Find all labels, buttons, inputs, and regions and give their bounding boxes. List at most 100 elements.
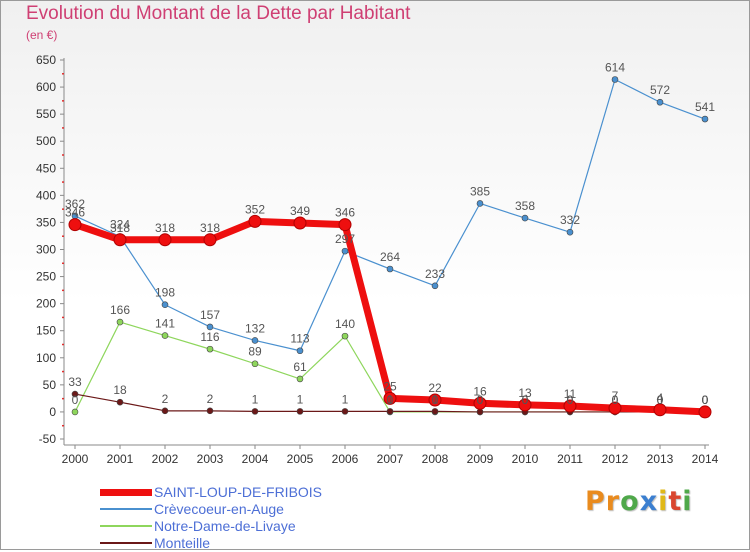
data-label: 0	[72, 393, 79, 407]
data-label: 0	[567, 393, 574, 407]
data-label: 572	[650, 83, 670, 97]
data-point	[161, 332, 169, 339]
proxiti-logo: Proxiti	[585, 486, 693, 517]
y-tick-label: 400	[36, 188, 56, 202]
data-point	[476, 200, 484, 207]
y-tick-label: 150	[36, 324, 56, 338]
data-label: 541	[695, 100, 715, 114]
data-label: 22	[428, 381, 442, 395]
legend-label: Crèvecoeur-en-Auge	[154, 501, 284, 517]
data-label: 0	[702, 393, 709, 407]
data-label: 0	[522, 393, 529, 407]
logo-letter: x	[639, 486, 659, 517]
y-tick-label: 450	[36, 161, 56, 175]
y-tick-label: 50	[43, 378, 57, 392]
data-label: 1	[252, 392, 259, 406]
y-tick-label: 600	[36, 80, 56, 94]
data-label: 332	[560, 213, 580, 227]
data-point	[653, 403, 667, 417]
data-label: 25	[383, 379, 397, 393]
y-minor-tick	[62, 316, 64, 319]
data-point	[521, 214, 529, 222]
data-point	[68, 218, 82, 232]
data-point	[161, 301, 169, 309]
data-point	[338, 218, 352, 232]
x-tick-label: 2007	[377, 452, 404, 466]
x-tick-label: 2005	[287, 452, 314, 466]
data-point	[341, 247, 349, 255]
data-point	[161, 407, 169, 415]
data-label: 4	[657, 391, 664, 405]
logo-letter: i	[658, 486, 669, 517]
y-tick-label: 500	[36, 134, 56, 148]
data-label: 116	[200, 330, 219, 344]
data-label: 0	[612, 393, 619, 407]
data-label: 198	[155, 286, 175, 300]
logo-letter: r	[605, 486, 621, 517]
data-label: 113	[290, 332, 309, 346]
x-tick-label: 2013	[647, 452, 674, 466]
y-tick-label: 650	[36, 53, 56, 67]
data-label: 0	[702, 393, 709, 407]
data-point	[206, 345, 214, 353]
x-tick-label: 2001	[107, 452, 134, 466]
data-point	[293, 216, 307, 230]
data-label: 1	[342, 392, 349, 406]
x-tick-label: 2012	[602, 452, 629, 466]
legend-swatch	[100, 525, 152, 527]
data-point	[71, 408, 79, 416]
data-label: 18	[113, 383, 127, 397]
legend-label: Notre-Dame-de-Livaye	[154, 518, 296, 534]
data-label: 2	[207, 392, 214, 406]
data-label: 0	[657, 393, 664, 407]
y-tick-label: 350	[36, 215, 56, 229]
chart-title: Evolution du Montant de la Dette par Hab…	[26, 3, 411, 24]
y-minor-tick	[62, 343, 64, 346]
data-point	[206, 407, 214, 415]
y-minor-tick	[62, 370, 64, 373]
data-point	[296, 408, 304, 415]
data-point	[206, 323, 214, 331]
data-label: 346	[335, 206, 355, 220]
data-label: 297	[335, 232, 355, 246]
x-tick-label: 2009	[467, 452, 494, 466]
data-point	[248, 214, 262, 228]
x-tick-label: 2010	[512, 452, 539, 466]
data-label: 385	[470, 184, 490, 198]
data-label: 0	[612, 393, 619, 407]
data-label: 89	[248, 345, 262, 359]
y-tick-label: 550	[36, 107, 56, 121]
data-point	[566, 228, 574, 236]
data-point	[563, 399, 577, 413]
data-label: 318	[155, 221, 175, 235]
y-minor-tick	[62, 154, 64, 156]
data-point	[386, 265, 394, 273]
data-label: 140	[335, 317, 355, 331]
data-label: 33	[68, 375, 82, 389]
data-label: 11	[564, 387, 577, 401]
data-point	[296, 347, 304, 355]
legend-label: SAINT-LOUP-DE-FRIBOIS	[154, 484, 323, 500]
y-tick-label: 200	[36, 297, 56, 311]
data-point	[116, 318, 124, 326]
data-point	[341, 408, 349, 415]
data-point	[341, 332, 349, 340]
data-label: 141	[155, 317, 175, 331]
data-point	[113, 233, 127, 247]
data-label: 7	[612, 389, 619, 403]
logo-letter: i	[682, 486, 693, 517]
data-label: 318	[200, 221, 220, 235]
y-minor-tick	[62, 208, 64, 210]
data-point	[251, 360, 259, 368]
data-point	[386, 408, 394, 415]
legend-swatch	[100, 489, 152, 496]
legend-swatch	[100, 508, 152, 510]
data-label: 1	[387, 392, 394, 406]
y-tick-label: -50	[39, 432, 57, 446]
data-point	[698, 405, 712, 419]
data-label: 0	[387, 393, 394, 407]
data-label: 318	[110, 221, 130, 235]
x-tick-label: 2014	[692, 452, 719, 466]
legend-label: Monteille	[154, 535, 211, 551]
